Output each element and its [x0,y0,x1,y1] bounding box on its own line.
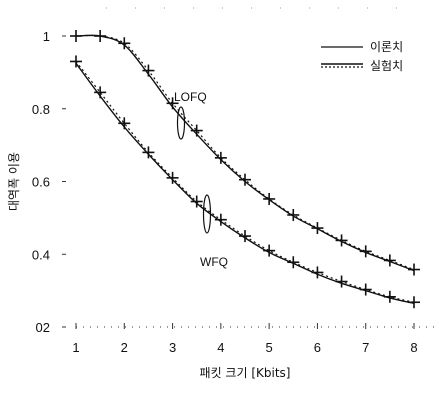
annotation-label: WFQ [200,255,228,269]
axes: 1 2 3 4 5 6 7 8 02 0.4 0.6 0.8 1 패킷 크기 [Kbits] 대역폭 이용 [7,7,434,380]
data-point [118,117,131,130]
x-tick-label: 4 [217,340,224,355]
data-point [166,97,179,110]
data-point [214,213,227,226]
data-point [408,296,420,309]
data-point [311,266,324,279]
x-tick-label: 8 [410,340,417,355]
series-line [75,34,415,271]
annotation-marker [176,106,186,140]
x-tick-label: 7 [362,340,369,355]
data-point [214,151,227,164]
data-point [239,230,251,243]
data-point [263,244,276,257]
y-tick-label: 0.4 [32,247,50,262]
x-tick-label: 6 [314,340,321,355]
curves [70,30,420,309]
y-tick-label: 0.6 [32,175,50,190]
y-axis-title: 대역폭 이용 [7,152,21,211]
data-point [408,263,420,276]
legend-label: 실험치 [370,59,403,73]
x-tick-label: 2 [121,340,128,355]
data-point [190,124,203,137]
annotations: LOFQ WFQ [174,90,228,269]
data-point [190,195,203,208]
x-tick-label: 1 [72,340,79,355]
data-point [287,256,300,269]
data-point [335,275,348,288]
data-point [359,283,372,296]
data-point [70,30,82,42]
data-point [166,171,179,184]
data-point [70,55,82,68]
annotation-label: LOFQ [174,90,207,104]
data-point [118,37,131,50]
data-point [263,192,276,205]
series-lofq-experiment [70,30,420,276]
x-axis-title: 패킷 크기 [Kbits] [200,366,291,380]
data-point [94,30,107,42]
legend-label: 이론치 [370,40,403,54]
data-point [311,222,324,235]
data-point [383,290,396,303]
data-point [335,234,348,247]
data-point [142,146,155,159]
data-point [383,254,396,267]
data-point [287,208,300,221]
data-point [94,86,107,99]
y-tick-label: 02 [36,320,50,335]
data-point [239,173,251,186]
y-tick-label: 0.8 [32,102,50,117]
data-point [142,64,155,77]
series-wfq-experiment [70,55,420,309]
data-point [359,245,372,258]
x-tick-label: 5 [266,340,273,355]
y-tick-label: 1 [43,29,50,44]
x-tick-label: 3 [169,340,176,355]
annotation-marker [202,194,212,234]
